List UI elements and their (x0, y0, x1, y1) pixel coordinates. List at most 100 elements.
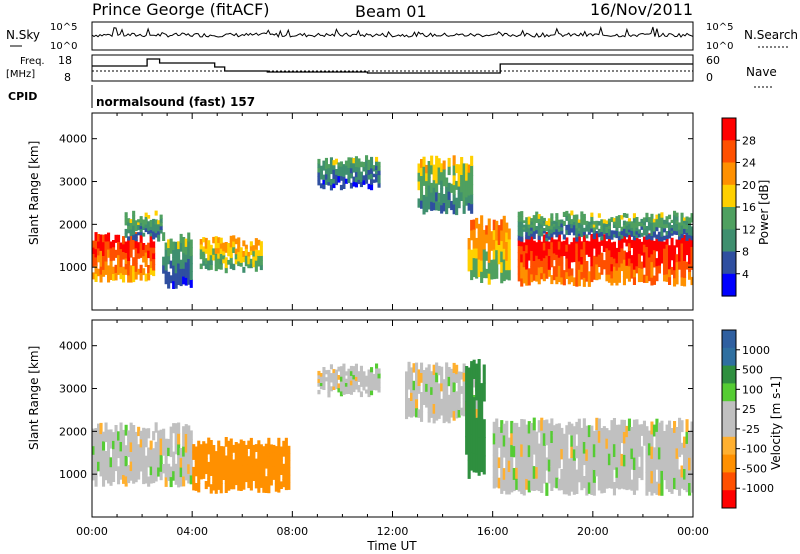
data-cell (177, 443, 181, 456)
data-cell (445, 401, 449, 412)
data-cell (545, 432, 549, 446)
data-cell (244, 444, 248, 453)
data-cell (322, 371, 326, 377)
data-cell (142, 437, 146, 447)
data-cell (470, 219, 474, 231)
colorbar-tick: 500 (742, 364, 763, 377)
data-cell (595, 248, 599, 257)
data-cell (525, 244, 529, 254)
colorbar-swatch (722, 347, 736, 367)
data-cell (650, 458, 654, 472)
data-cell (545, 457, 549, 471)
data-cell (510, 420, 514, 434)
data-cell (668, 222, 672, 227)
data-cell (477, 397, 481, 418)
data-cell (239, 481, 243, 491)
data-cell (673, 226, 677, 231)
data-cell (552, 456, 556, 468)
data-cell (690, 480, 693, 493)
data-cell (547, 218, 551, 223)
data-cell (332, 369, 336, 374)
data-cell (239, 465, 243, 475)
data-cell (607, 221, 611, 226)
data-cell (542, 265, 546, 274)
data-cell (602, 242, 606, 252)
data-cell (580, 458, 584, 470)
data-cell (635, 234, 639, 238)
data-cell (673, 222, 677, 227)
data-cell (472, 453, 476, 473)
data-cell (663, 443, 667, 456)
data-cell (284, 472, 288, 482)
data-cell (172, 280, 176, 289)
data-cell (337, 175, 341, 180)
data-cell (550, 217, 554, 222)
data-cell (455, 409, 459, 419)
data-cell (532, 273, 536, 281)
data-cell (197, 474, 201, 484)
data-cell (683, 243, 687, 253)
data-cell (460, 407, 464, 416)
data-cell (673, 277, 677, 287)
data-cell (505, 269, 509, 280)
range-time-region (492, 417, 693, 496)
data-cell (177, 270, 181, 278)
data-cell (244, 452, 248, 461)
data-cell (144, 252, 148, 260)
data-cell (630, 458, 634, 470)
data-cell (344, 165, 348, 171)
data-cell (319, 376, 323, 380)
data-cell (212, 467, 216, 476)
data-cell (422, 370, 426, 380)
data-cell (259, 472, 263, 481)
data-cell (377, 387, 381, 393)
data-cell (632, 481, 636, 495)
data-cell (199, 263, 203, 270)
data-cell (517, 448, 521, 460)
data-cell (592, 255, 596, 265)
data-cell (204, 258, 208, 264)
data-cell (127, 430, 131, 440)
data-cell (587, 231, 591, 235)
data-cell (652, 221, 656, 226)
nsky-label: N.Sky (6, 28, 40, 42)
data-cell (502, 445, 506, 458)
data-cell (97, 442, 101, 453)
data-cell (375, 173, 379, 179)
data-cell (405, 380, 409, 391)
data-cell (545, 224, 549, 229)
data-cell (129, 228, 133, 233)
data-cell (460, 183, 464, 193)
data-cell (550, 478, 554, 491)
data-cell (239, 262, 243, 267)
data-cell (607, 430, 611, 443)
data-cell (572, 471, 576, 484)
data-cell (104, 254, 108, 262)
data-cell (164, 438, 168, 449)
data-cell (650, 213, 654, 219)
data-cell (362, 161, 366, 167)
data-cell (527, 220, 531, 225)
data-cell (172, 257, 176, 266)
data-cell (214, 468, 218, 477)
data-cell (505, 469, 509, 483)
data-cell (317, 167, 321, 173)
data-cell (174, 272, 178, 281)
data-cell (520, 216, 524, 222)
data-cell (555, 228, 559, 234)
data-cell (440, 382, 444, 392)
data-cell (112, 440, 116, 450)
data-cell (149, 466, 153, 476)
data-cell (242, 457, 246, 466)
data-cell (562, 277, 566, 286)
data-cell (492, 229, 496, 240)
data-cell (149, 229, 153, 234)
data-cell (582, 232, 586, 242)
data-cell (124, 465, 128, 477)
data-cell (627, 250, 631, 259)
data-cell (640, 241, 644, 249)
range-time-region (317, 363, 381, 398)
colorbar-swatch (722, 365, 736, 384)
data-cell (367, 383, 371, 389)
data-cell (532, 429, 536, 443)
